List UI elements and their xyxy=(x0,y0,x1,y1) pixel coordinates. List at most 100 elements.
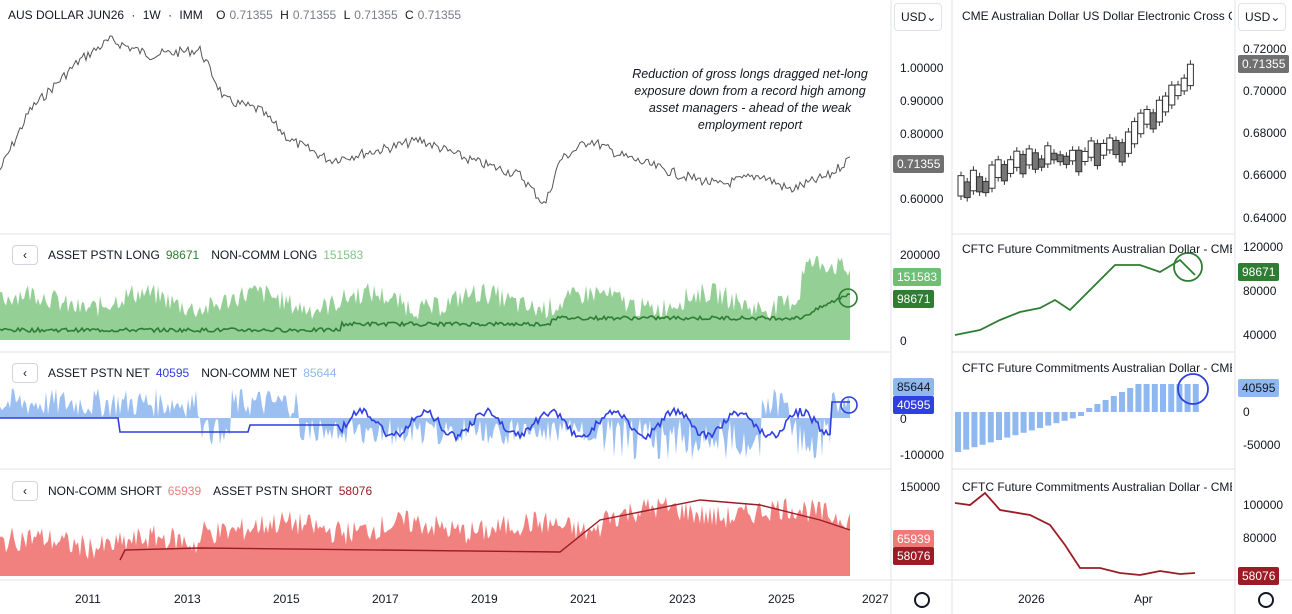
candle-body xyxy=(1162,95,1170,113)
collapse-legend-button[interactable]: ‹ xyxy=(12,481,38,501)
symbol-header: AUS DOLLAR JUN26 · 1W · IMM O 0.71355 H 0.… xyxy=(8,8,462,22)
candle-body xyxy=(1000,164,1008,182)
candle-body xyxy=(1174,84,1182,97)
legend-short: ‹ NON-COMM SHORT 65939 ASSET PSTN SHORT … xyxy=(12,481,372,501)
noncomm-net-badge: 85644 xyxy=(893,378,935,396)
candle-body xyxy=(1131,121,1139,145)
right-time-tick: 2026 xyxy=(1018,592,1045,606)
time-tick: 2013 xyxy=(174,592,201,606)
candle-body xyxy=(1062,155,1070,165)
right-price-tick: 0.64000 xyxy=(1243,211,1287,225)
right-net-bar xyxy=(1012,412,1019,436)
legend-label: ASSET PSTN SHORT xyxy=(213,484,333,498)
right-net-bar xyxy=(1192,384,1199,412)
legend-label: ASSET PSTN LONG xyxy=(48,248,160,262)
symbol-name[interactable]: AUS DOLLAR JUN26 xyxy=(8,8,125,22)
right-net-bar xyxy=(1086,408,1093,412)
right-net-bar xyxy=(1094,404,1101,412)
right-net-bar xyxy=(979,412,986,445)
right-short-tick: 100000 xyxy=(1243,498,1284,512)
candle-body xyxy=(982,181,990,194)
right-net-bar xyxy=(1184,384,1191,412)
candle-body xyxy=(969,169,977,192)
last-price-badge: 0.71355 xyxy=(893,155,945,173)
legend-value: 151583 xyxy=(323,248,364,262)
legend-net: ‹ ASSET PSTN NET 40595 NON-COMM NET 8564… xyxy=(12,363,337,383)
candle-body xyxy=(1069,149,1077,162)
right-net-bar xyxy=(1160,384,1166,412)
chart-annotation[interactable]: Reduction of gross longs dragged net-lon… xyxy=(632,67,868,132)
candle-body xyxy=(957,175,965,197)
asset-short-badge: 58076 xyxy=(893,547,935,565)
right-net-bar xyxy=(963,412,970,450)
price-tick: 0.80000 xyxy=(900,127,944,141)
chevron-down-icon: ⌄ xyxy=(926,10,937,24)
noncomm-net-area xyxy=(0,388,850,460)
right-net-bar xyxy=(1151,384,1158,412)
asset-long-badge: 98671 xyxy=(893,290,935,308)
legend-label: ASSET PSTN NET xyxy=(48,366,150,380)
right-long-title: CFTC Future Commitments Australian Dolla… xyxy=(962,242,1232,256)
collapse-legend-button[interactable]: ‹ xyxy=(12,245,38,265)
candle-body xyxy=(1149,112,1157,130)
candle-body xyxy=(1155,99,1163,123)
time-tick: 2019 xyxy=(471,592,498,606)
axis-tick: 150000 xyxy=(900,480,941,494)
right-short-tick: 80000 xyxy=(1243,531,1277,545)
currency-selector[interactable]: USD ⌄ xyxy=(894,3,942,31)
right-asset-long-line xyxy=(954,258,1196,336)
time-tick: 2023 xyxy=(669,592,696,606)
right-long-tick: 120000 xyxy=(1243,240,1284,254)
right-net-bar xyxy=(1053,412,1060,424)
right-price-title: CME Australian Dollar US Dollar Electron… xyxy=(962,9,1232,23)
right-net-bar xyxy=(1028,412,1035,431)
right-short-badge: 58076 xyxy=(1238,567,1280,585)
right-net-bar xyxy=(1135,384,1142,412)
ohlc-close: 0.71355 xyxy=(417,8,462,22)
asset-net-badge: 40595 xyxy=(893,396,935,414)
right-net-bar xyxy=(1143,384,1150,412)
right-price-tick: 0.68000 xyxy=(1243,126,1287,140)
candle-body xyxy=(994,159,1002,179)
highlight-circle xyxy=(838,288,858,308)
right-net-bar xyxy=(1176,384,1183,412)
highlight-circle xyxy=(1173,252,1203,282)
candle-body xyxy=(1013,150,1021,168)
legend-value: 85644 xyxy=(303,366,337,380)
interval-label[interactable]: 1W xyxy=(142,8,161,22)
right-long-tick: 80000 xyxy=(1243,284,1277,298)
candle-body xyxy=(1007,159,1015,174)
right-net-bar xyxy=(1069,412,1076,419)
right-time-tick: Apr xyxy=(1134,592,1153,606)
collapse-legend-button[interactable]: ‹ xyxy=(12,363,38,383)
asset-net-line xyxy=(0,401,850,443)
right-net-bar xyxy=(1037,412,1043,428)
candle-body xyxy=(1056,154,1064,163)
right-net-title: CFTC Future Commitments Australian Dolla… xyxy=(962,361,1232,375)
candle-body xyxy=(1124,131,1132,154)
candle-body xyxy=(1081,150,1089,162)
settings-gear-icon[interactable] xyxy=(914,592,930,608)
settings-gear-icon[interactable] xyxy=(1258,592,1274,608)
candle-body xyxy=(976,176,984,193)
right-short-title: CFTC Future Commitments Australian Dolla… xyxy=(962,480,1232,494)
candle-body xyxy=(1075,149,1083,173)
currency-selector-right[interactable]: USD ⌄ xyxy=(1238,3,1286,31)
axis-tick: -100000 xyxy=(900,448,945,462)
right-net-badge: 40595 xyxy=(1238,379,1280,397)
candle-body xyxy=(1100,142,1108,156)
time-tick: 2011 xyxy=(75,592,101,606)
right-net-bar xyxy=(1110,396,1117,412)
price-line xyxy=(0,35,851,205)
asset-long-line xyxy=(0,292,851,334)
candle-body xyxy=(1093,143,1101,167)
right-asset-short-line xyxy=(954,491,1196,576)
candle-body xyxy=(988,164,996,189)
legend-label: NON-COMM NET xyxy=(201,366,298,380)
right-net-bar xyxy=(987,412,994,443)
candle-body xyxy=(1118,142,1126,163)
candle-body xyxy=(1025,148,1033,166)
highlight-circle xyxy=(1177,373,1209,405)
time-tick: 2027 xyxy=(862,592,888,606)
